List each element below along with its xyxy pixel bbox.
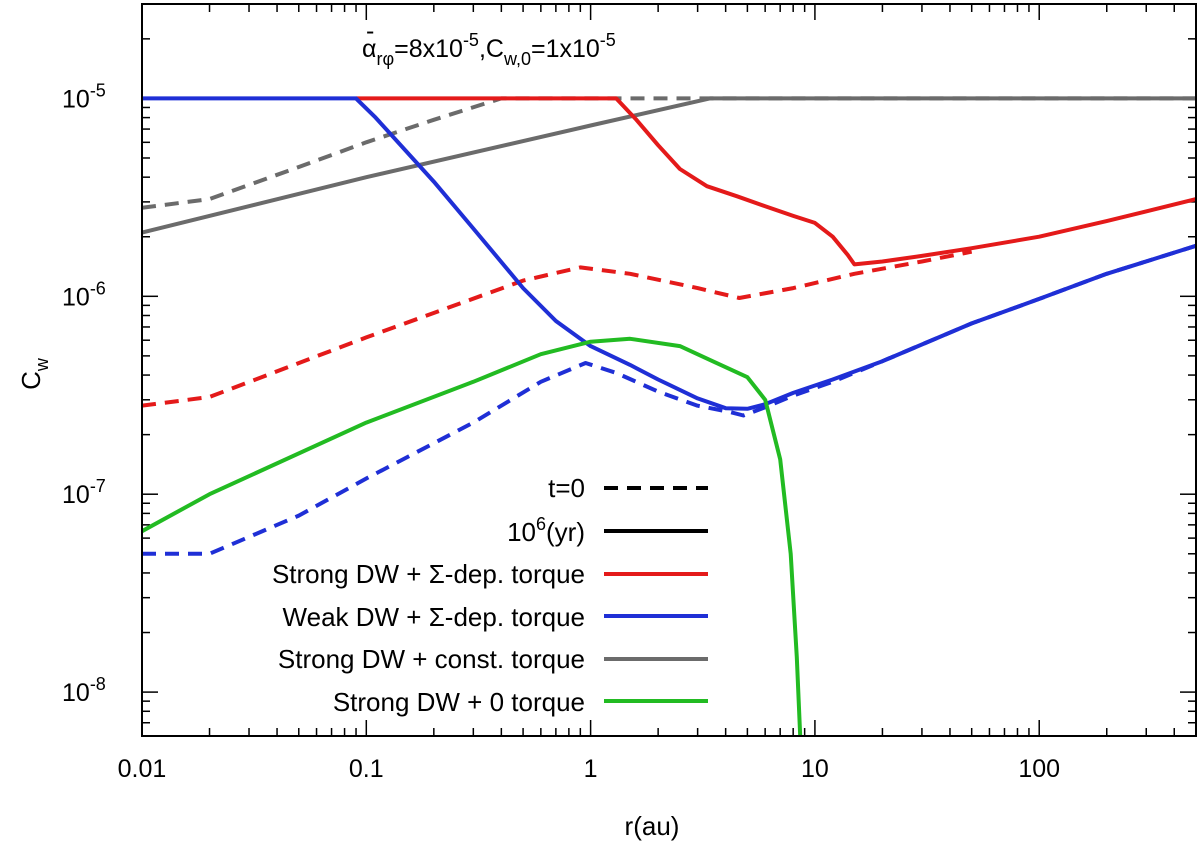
series-line: [142, 96, 1196, 210]
x-axis-title: r(au): [625, 811, 680, 841]
y-tick-label: 10-8: [62, 674, 106, 707]
series-line: [142, 336, 803, 736]
parameter-annotation: - αrφ=8x10-5,Cw,0=1x10-5: [362, 17, 616, 69]
legend-label-strong-zero: Strong DW + 0 torque: [333, 687, 585, 717]
series-layer: [142, 96, 1196, 736]
series-line: [142, 96, 1196, 235]
y-tick-label: 10-6: [62, 278, 106, 311]
legend-label-weak-sigma: Weak DW + Σ-dep. torque: [283, 602, 585, 632]
series-line: [142, 243, 1196, 556]
y-tick-label: 10-5: [62, 80, 106, 113]
series-line: [356, 96, 1196, 267]
legend: t=0 106(yr) Strong DW + Σ-dep. torque We…: [272, 473, 708, 717]
y-tick-label: 10-7: [62, 476, 106, 509]
legend-label-1e6yr: 106(yr): [507, 514, 585, 547]
axis-ticks: [141, 4, 1197, 737]
series-line: [142, 249, 973, 408]
y-axis-title: Cw: [16, 357, 52, 390]
annotation-text: αrφ=8x10-5,Cw,0=1x10-5: [362, 30, 616, 69]
plot-frame: [141, 3, 1197, 737]
series-line: [142, 96, 1196, 411]
x-tick-labels: 0.01 0.1 1 10 100: [118, 755, 1060, 783]
x-tick-label: 100: [1018, 755, 1060, 783]
x-tick-label: 10: [801, 755, 829, 783]
x-tick-label: 0.01: [118, 755, 167, 783]
y-tick-labels: 10-8 10-7 10-6 10-5: [62, 80, 106, 707]
x-tick-label: 0.1: [349, 755, 384, 783]
legend-label-strong-const: Strong DW + const. torque: [278, 644, 585, 674]
legend-label-strong-sigma: Strong DW + Σ-dep. torque: [272, 559, 585, 589]
legend-label-t0: t=0: [548, 473, 585, 503]
annotation-alpha-bar: -: [366, 17, 374, 45]
x-tick-label: 1: [584, 755, 598, 783]
